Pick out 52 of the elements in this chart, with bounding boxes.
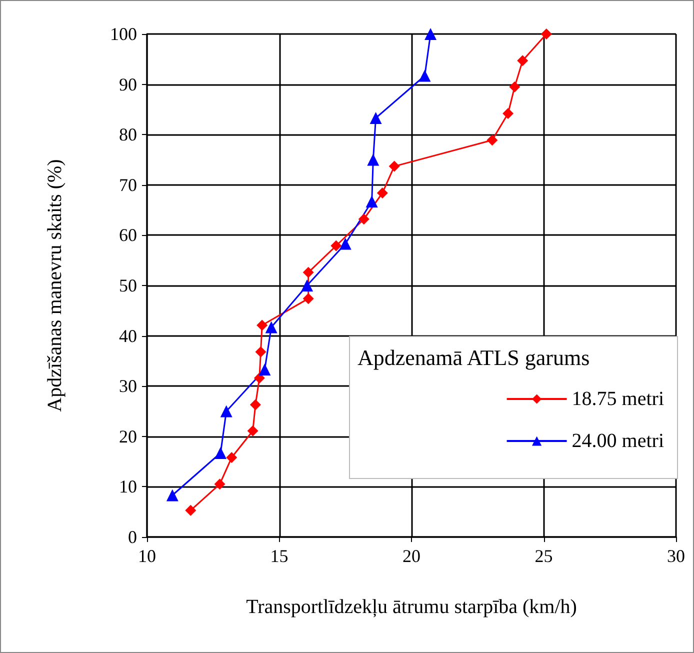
y-tick-label: 30 xyxy=(119,376,137,396)
y-tick-label: 0 xyxy=(128,527,137,547)
point xyxy=(254,372,265,384)
point xyxy=(255,346,266,358)
point xyxy=(214,478,226,490)
point xyxy=(330,240,342,252)
point xyxy=(367,154,380,166)
legend-title: Apdzenamā ATLS garums xyxy=(358,345,590,370)
point xyxy=(370,112,382,124)
point xyxy=(258,364,271,376)
legend-label: 24.00 metri xyxy=(572,430,664,452)
point xyxy=(424,28,437,40)
legend-label: 18.75 metri xyxy=(572,388,664,410)
point xyxy=(247,425,258,436)
point xyxy=(540,28,552,40)
point xyxy=(265,321,278,334)
point xyxy=(517,55,528,66)
y-tick-label: 60 xyxy=(119,225,137,246)
point xyxy=(220,405,232,418)
point xyxy=(250,399,261,410)
point xyxy=(486,134,498,146)
x-tick-label: 10 xyxy=(138,546,156,566)
y-tick-label: 90 xyxy=(119,74,137,94)
x-tick-label: 20 xyxy=(402,546,420,566)
y-tick-label: 70 xyxy=(119,174,137,195)
y-tick-label: 80 xyxy=(119,124,137,145)
x-tick-label: 15 xyxy=(270,546,288,566)
point xyxy=(166,489,178,502)
point xyxy=(358,214,370,225)
y-axis-title: Apdzīšanas manevru skaits (%) xyxy=(44,159,66,412)
point xyxy=(376,187,388,198)
point xyxy=(388,160,400,172)
point xyxy=(185,504,196,516)
point xyxy=(302,293,314,304)
y-tick-label: 20 xyxy=(119,426,137,446)
point xyxy=(502,108,514,119)
point xyxy=(256,320,268,331)
point xyxy=(509,81,520,92)
y-tick-label: 40 xyxy=(119,326,137,346)
point xyxy=(302,266,314,278)
point xyxy=(366,196,378,208)
y-tick-label: 100 xyxy=(110,24,137,44)
point xyxy=(226,452,238,464)
point xyxy=(418,70,431,82)
point xyxy=(214,447,227,459)
x-tick-label: 25 xyxy=(534,546,553,566)
point xyxy=(301,280,314,292)
x-axis-title: Transportlīdzekļu ātrumu starpība (km/h) xyxy=(246,596,577,618)
y-tick-label: 50 xyxy=(119,276,137,296)
y-tick-label: 10 xyxy=(119,476,137,497)
point xyxy=(339,238,352,250)
x-tick-label: 30 xyxy=(667,546,685,566)
